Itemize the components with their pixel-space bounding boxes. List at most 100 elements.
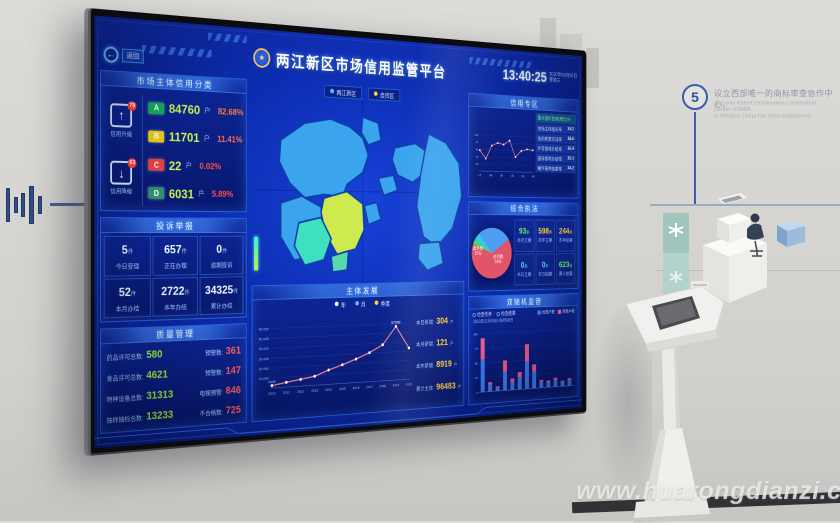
center-column: 两江新区 自贸区 xyxy=(251,79,465,423)
back-button[interactable]: ← 返回 xyxy=(103,46,144,65)
svg-text:20: 20 xyxy=(476,162,479,166)
development-line-chart: 10,000 20,000 30,000 40,000 50,000 60,000 2010… xyxy=(259,320,412,396)
credit-upgrade-icon[interactable]: ↑ 78 xyxy=(110,100,137,128)
grade-badge: D xyxy=(148,187,165,200)
dev-stat: 本年新增: 8919 户 xyxy=(416,359,458,371)
svg-text:50,000: 50,000 xyxy=(259,336,269,341)
svg-text:4月: 4月 xyxy=(511,174,514,178)
back-label[interactable]: 返回 xyxy=(122,48,144,64)
svg-text:20,000: 20,000 xyxy=(259,366,269,371)
metric-row: 许可按时办结率 16.4 xyxy=(535,143,576,154)
waveform-icon xyxy=(6,188,10,222)
svg-text:2010: 2010 xyxy=(268,391,275,396)
svg-text:80: 80 xyxy=(476,140,479,144)
metric-row: 案件按时结案率 14.2 xyxy=(535,163,576,174)
svg-text:1月: 1月 xyxy=(478,173,481,177)
enforcement-cell: 93条 本月立案 xyxy=(514,219,535,252)
dev-legend-quarter[interactable]: 季度 xyxy=(374,298,390,307)
dashboard-screen: ★ 两江新区市场信用监管平台 13:40:25 2020年08月05日 星期三 … xyxy=(88,8,587,456)
svg-text:3月: 3月 xyxy=(500,174,503,178)
svg-text:2011: 2011 xyxy=(283,390,290,395)
complaint-cell: 5件 今日受理 xyxy=(103,235,151,277)
svg-text:2015: 2015 xyxy=(339,386,346,391)
svg-text:40: 40 xyxy=(476,155,479,159)
grade-badge: B xyxy=(148,130,165,143)
enforcement-cell: 244条 本年结案 xyxy=(556,219,576,252)
complaint-cell: 52件 本月办结 xyxy=(103,277,151,319)
complaint-cell: 2722件 本年办结 xyxy=(152,276,198,317)
map-tab-ftz[interactable]: 自贸区 xyxy=(368,87,401,102)
waveform-icon xyxy=(21,193,25,217)
svg-text:40,000: 40,000 xyxy=(259,346,269,351)
wall-note-connector xyxy=(694,112,696,204)
quality-row: 特种设备总数: 31313 电梯预警: 846 xyxy=(106,384,241,404)
district-map[interactable] xyxy=(252,95,465,286)
svg-text:75: 75 xyxy=(475,348,478,352)
svg-text:2013: 2013 xyxy=(311,388,318,393)
panel-quality: 质量管理 药品许可总数: 580 预警数: 361 食品许可总数: 4621 预警数:… xyxy=(100,323,247,435)
quality-row: 抽样抽检总数: 13233 不合格数: 725 xyxy=(106,403,241,425)
complaint-cell: 657件 正在办理 xyxy=(152,235,198,276)
wall-note-number: 5 xyxy=(682,84,708,110)
watermark: www.huarongdianzi.com xyxy=(576,477,840,505)
left-column: 市场主体信用分类 ↑ 78 信用升级 ↓ 63 xyxy=(100,69,247,435)
header-decor xyxy=(469,57,534,69)
skyline-building xyxy=(586,48,599,88)
map-tab-liangjiang[interactable]: 两江新区 xyxy=(324,84,363,100)
map-color-scale xyxy=(254,236,259,271)
legend-dot xyxy=(374,91,378,97)
enforcement-cell: 623条 累计结案 xyxy=(556,252,576,285)
svg-text:100: 100 xyxy=(473,333,477,337)
upgrade-label: 信用升级 xyxy=(110,131,133,139)
svg-text:57008: 57008 xyxy=(391,320,401,325)
page-title: 两江新区市场信用监管平台 xyxy=(275,51,447,82)
kiosk-stand[interactable] xyxy=(596,278,756,523)
waveform-icon xyxy=(38,196,42,214)
clock-date: 2020年08月05日 星期三 xyxy=(549,72,578,84)
clock: 13:40:25 2020年08月05日 星期三 xyxy=(503,66,577,88)
credit-downgrade-icon[interactable]: ↓ 63 xyxy=(110,158,137,186)
random-check-bar-chart: 100 75 50 25 0 xyxy=(473,321,578,395)
wall-note-english: The only Patent Examination Cooperation … xyxy=(714,101,817,120)
complaint-cell: 0件 逾期投诉 xyxy=(199,235,244,275)
dev-stat: 本月新增: 121 户 xyxy=(416,337,454,349)
header-decor xyxy=(208,32,247,44)
metric-row: 信用修复完成率 18.6 xyxy=(535,133,576,145)
dev-legend-month[interactable]: 月 xyxy=(354,299,366,308)
grade-badge: C xyxy=(148,158,165,171)
legend-dot xyxy=(330,88,335,94)
wall-note-title: 设立西部唯一的商标审查协作中心。 xyxy=(714,89,833,109)
svg-text:30,000: 30,000 xyxy=(259,356,269,361)
svg-text:2408: 2408 xyxy=(268,379,275,384)
enforcement-cell: 598条 本年立案 xyxy=(535,219,555,252)
svg-text:2019: 2019 xyxy=(393,383,399,388)
downgrade-label: 信用降级 xyxy=(110,189,133,196)
svg-text:25: 25 xyxy=(475,377,478,381)
panel-credit-classification: 市场主体信用分类 ↑ 78 信用升级 ↓ 63 xyxy=(100,69,247,213)
panel-development: 主体发展 年 月 季度 10,000 20,000 30,000 40,000 50,0… xyxy=(251,281,465,423)
back-arrow-icon[interactable]: ← xyxy=(103,46,119,63)
svg-text:50: 50 xyxy=(475,362,478,366)
enforcement-pie-chart: 案件数 27% 处罚数 65% xyxy=(471,227,512,279)
dev-legend-year[interactable]: 年 xyxy=(334,299,346,309)
complaint-cell: 34325件 累计办结 xyxy=(199,275,244,316)
enforcement-cell: 0条 本日立案 xyxy=(514,253,535,286)
svg-text:2012: 2012 xyxy=(297,389,304,394)
credit-row-b: B 11701 户 11.41% xyxy=(148,129,243,147)
svg-text:2017: 2017 xyxy=(366,384,373,389)
svg-text:2月: 2月 xyxy=(489,173,492,177)
upgrade-badge: 78 xyxy=(127,100,137,112)
grade-badge: A xyxy=(148,101,165,115)
credit-row-c: C 22 户 0.02% xyxy=(148,157,243,174)
panel-random-check: 双随机监管 检查任务 检查结果 检查户数 问题户数 2019年02月08日-08… xyxy=(468,293,579,406)
map-svg xyxy=(252,95,465,286)
quality-row: 食品许可总数: 4621 预警数: 147 xyxy=(106,364,241,384)
panel-title: 投诉举报 xyxy=(101,218,246,233)
dev-stat: 本日新增: 304 户 xyxy=(416,316,454,327)
panel-enforcement: 综合执法 案件数 27% 处罚数 65% 93条 本月立案 598条 本年立案 244条… xyxy=(468,201,579,293)
clock-time: 13:40:25 xyxy=(502,66,547,86)
enforcement-cell: 0条 本日结案 xyxy=(535,253,555,286)
header-decor xyxy=(141,44,212,58)
downgrade-badge: 63 xyxy=(127,158,137,169)
credit-row-a: A 84760 户 82.68% xyxy=(148,100,243,119)
